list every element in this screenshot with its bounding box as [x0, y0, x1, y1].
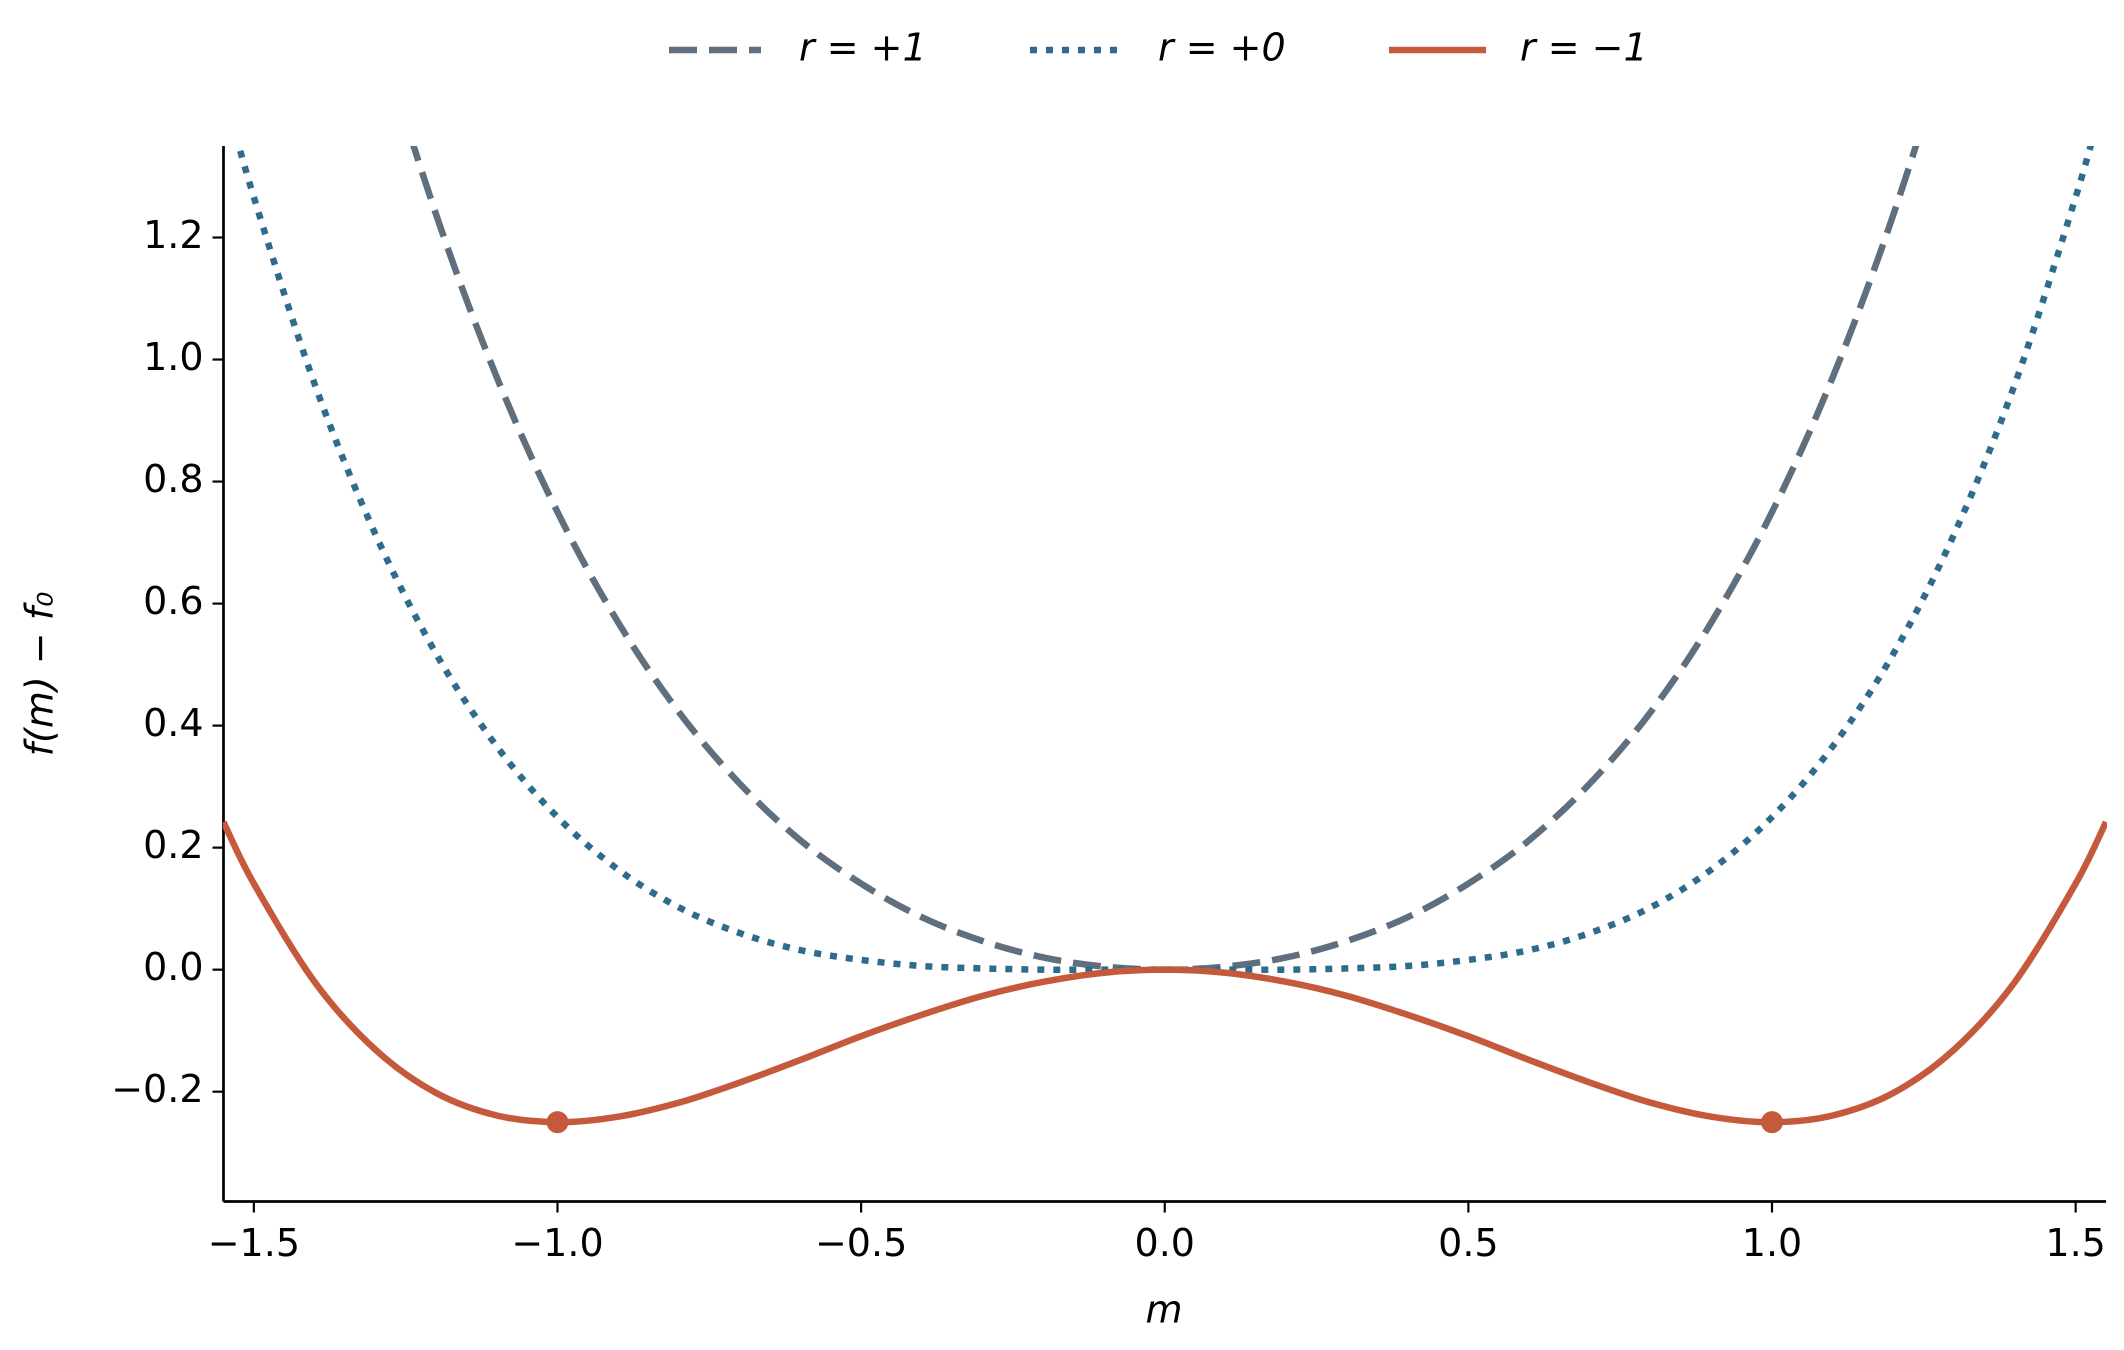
- y-axis-label: f(m) − f₀: [18, 592, 62, 757]
- x-tick-label: −1.0: [511, 1221, 603, 1265]
- minimum-point: [546, 1111, 569, 1134]
- series-line: [235, 146, 2095, 973]
- series-line: [410, 146, 1920, 973]
- y-tick-label: 1.0: [143, 335, 203, 379]
- y-tick-label: 0.2: [143, 823, 203, 867]
- x-tick-label: 1.0: [1742, 1221, 1802, 1265]
- legend-label: r = +1: [799, 26, 927, 70]
- y-tick-label: 1.2: [143, 213, 203, 257]
- x-axis-label: m: [1145, 1288, 1182, 1332]
- legend-label: r = +0: [1158, 26, 1286, 70]
- y-tick-label: −0.2: [111, 1067, 203, 1111]
- x-tick-label: −0.5: [815, 1221, 907, 1265]
- plot-area: [223, 146, 2107, 1134]
- series-line: [223, 820, 2107, 1126]
- x-tick-label: 0.5: [1438, 1221, 1498, 1265]
- legend-label: r = −1: [1520, 26, 1648, 70]
- x-tick-label: 1.5: [2045, 1221, 2105, 1265]
- x-tick-label: 0.0: [1135, 1221, 1195, 1265]
- y-tick-label: 0.8: [143, 457, 203, 501]
- y-tick-label: 0.0: [143, 945, 203, 989]
- y-tick-label: 0.4: [143, 701, 203, 745]
- minimum-point: [1761, 1111, 1784, 1134]
- x-tick-label: −1.5: [208, 1221, 300, 1265]
- y-tick-label: 0.6: [143, 579, 203, 623]
